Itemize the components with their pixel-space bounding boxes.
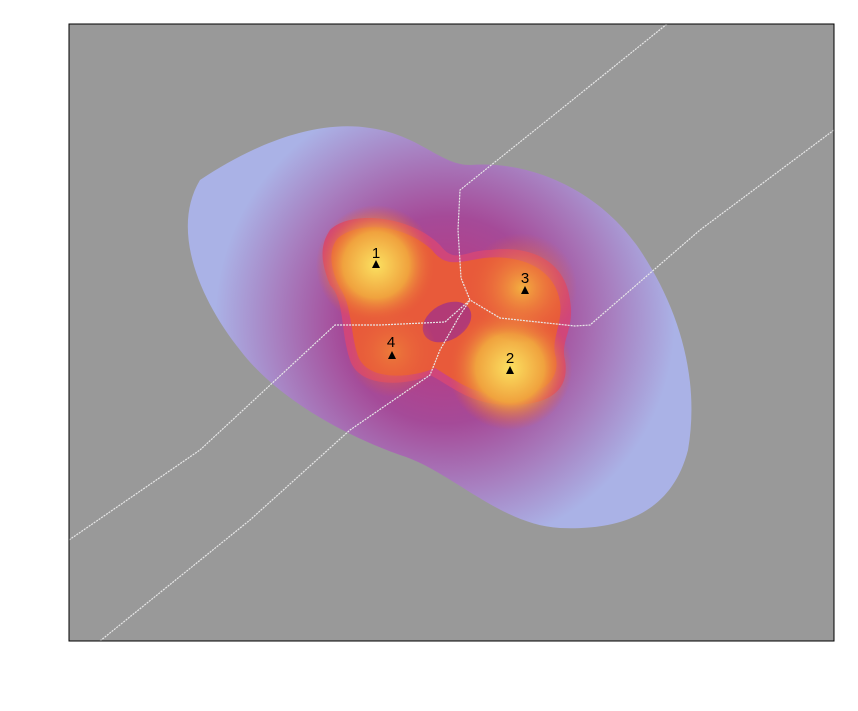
boundary-line-top — [457, 24, 668, 301]
boundary-lines — [69, 24, 834, 641]
station-markers — [372, 260, 529, 374]
hotspot-3 — [467, 233, 577, 343]
station-marker-4 — [388, 351, 396, 359]
density-center-hole — [422, 301, 472, 343]
boundary-line-right — [469, 129, 834, 327]
boundary-line-left — [69, 299, 471, 541]
station-marker-1 — [372, 260, 380, 268]
station-marker-3 — [521, 286, 529, 294]
station-label-1: 1 — [372, 245, 380, 262]
station-label-3: 3 — [521, 270, 529, 287]
station-label-4: 4 — [387, 334, 395, 351]
station-label-2: 2 — [506, 350, 514, 367]
plot-frame — [68, 23, 835, 642]
boundary-line-bottom — [99, 299, 471, 641]
station-marker-2 — [506, 366, 514, 374]
